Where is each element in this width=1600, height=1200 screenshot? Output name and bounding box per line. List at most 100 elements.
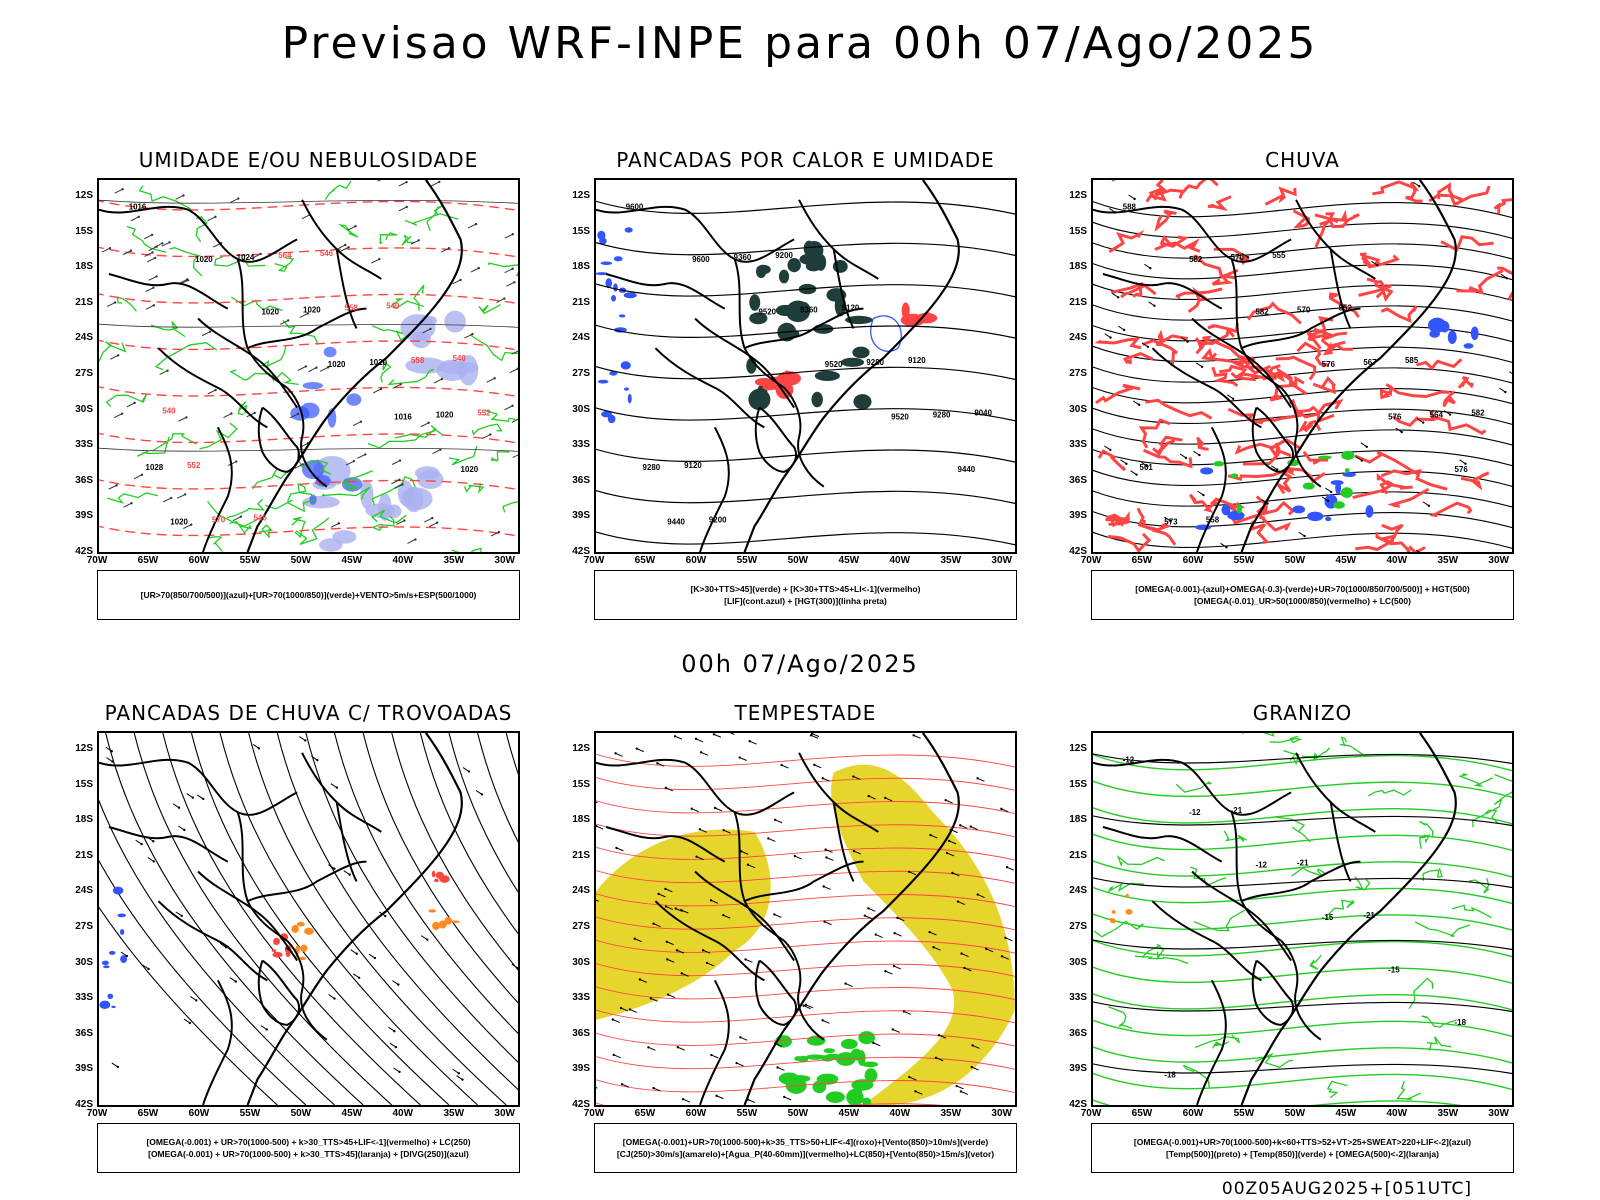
lon-label: 30W: [494, 555, 515, 566]
isoline-label: 564: [278, 251, 292, 260]
isoline-label: -15: [1388, 965, 1400, 974]
legend-box: [OMEGA(-0.001) + UR>70(1000-500) + k>30_…: [97, 1123, 520, 1173]
legend-box: [OMEGA(-0.001)+UR>70(1000-500)+k>35_TTS>…: [594, 1123, 1017, 1173]
isoline-label: 9040: [974, 408, 992, 417]
lon-label: 60W: [1182, 1108, 1204, 1119]
lon-label: 50W: [787, 1108, 809, 1119]
isoline-label: 1016: [394, 412, 412, 421]
isoline-label: 1020: [303, 306, 321, 315]
legend-line: [Temp(500)](preto) + [Temp(850)](verde) …: [1166, 1149, 1439, 1159]
lon-label: 45W: [1335, 1108, 1357, 1119]
run-footer: 00Z05AUG2025+[051UTC]: [1221, 1179, 1472, 1199]
forecast-map: 9600 9600 9520 9520 9520 9440 9440 9360 9360 9280…: [594, 178, 1017, 554]
isoline-label: 570: [212, 515, 226, 524]
lat-label: 33S: [75, 439, 93, 451]
main-title: Previsao WRF-INPE para 00h 07/Ago/2025: [281, 18, 1319, 69]
lat-label: 18S: [1069, 814, 1087, 826]
isoline-label: 9520: [825, 360, 843, 369]
lon-label: 50W: [787, 555, 809, 566]
lon-label: 65W: [1131, 1108, 1153, 1119]
panel-title: CHUVA: [1265, 148, 1340, 172]
legend-line: [CJ(250)>30m/s](amarelo)+[Agua_P(40-60mm…: [616, 1149, 995, 1159]
lat-label: 15S: [1069, 225, 1087, 237]
lat-label: 27S: [75, 921, 93, 932]
lon-label: 40W: [889, 1108, 911, 1119]
isoline-label: 576: [1322, 360, 1336, 369]
lon-label: 70W: [86, 1108, 108, 1119]
lon-label: 40W: [1386, 1108, 1408, 1119]
isoline-label: 1028: [146, 463, 164, 472]
isoline-label: 1024: [237, 253, 255, 262]
lat-label: 24S: [75, 885, 93, 897]
lat-label: 36S: [75, 1027, 93, 1039]
lat-label: 39S: [572, 1063, 590, 1075]
isoline-label: 546: [254, 513, 268, 522]
lat-label: 27S: [572, 921, 590, 932]
isoline-label: 9200: [775, 251, 793, 260]
isoline-label: 540: [386, 302, 400, 311]
isoline-label: 9440: [958, 465, 976, 474]
lon-label: 50W: [290, 1108, 312, 1119]
lat-label: 21S: [572, 849, 590, 861]
lat-label: 15S: [572, 778, 590, 790]
lat-label: 36S: [75, 474, 93, 486]
legend-line: [UR>70(850/700/500)](azul)+[UR>70(1000/8…: [140, 590, 477, 600]
lon-label: 30W: [991, 1108, 1012, 1119]
lat-label: 21S: [1069, 296, 1087, 308]
lon-label: 30W: [494, 1108, 515, 1119]
lat-label: 33S: [572, 992, 590, 1004]
mid-title: 00h 07/Ago/2025: [681, 650, 919, 678]
lon-label: 45W: [341, 1108, 363, 1119]
lat-label: 18S: [75, 814, 93, 826]
isoline-label: -18: [1455, 1018, 1467, 1027]
lat-label: 24S: [572, 885, 590, 897]
lat-label: 36S: [572, 1027, 590, 1039]
lon-label: 35W: [443, 555, 465, 566]
lon-label: 35W: [1437, 1108, 1459, 1119]
lat-label: 33S: [572, 439, 590, 451]
isoline-label: -12: [1189, 808, 1201, 817]
isoline-label: 9280: [643, 463, 661, 472]
lat-label: 42S: [1069, 1099, 1087, 1110]
isoline-label: 561: [1140, 463, 1154, 472]
lat-label: 27S: [572, 368, 590, 379]
lon-label: 55W: [239, 1108, 261, 1119]
lat-label: 30S: [572, 956, 590, 968]
legend-line: [OMEGA(-0.01)_UR>50(1000/850)(vermelho) …: [1194, 596, 1411, 606]
isoline-label: 9520: [758, 308, 776, 317]
lat-label: 24S: [1069, 332, 1087, 344]
forecast-map: 1016 1020 1020 1020 1016 1020 1020 1024 1020 1020…: [97, 178, 520, 554]
isoline-label: 9200: [709, 515, 727, 524]
panel-title: PANCADAS DE CHUVA C/ TROVOADAS: [104, 701, 513, 725]
isoline-label: -21: [1231, 806, 1243, 815]
panel-title: GRANIZO: [1252, 701, 1353, 725]
lon-label: 55W: [736, 555, 758, 566]
lat-label: 39S: [1069, 1063, 1087, 1075]
lat-label: 21S: [1069, 849, 1087, 861]
map-canvas: [596, 733, 1015, 1105]
isoline-label: 9600: [692, 255, 710, 264]
forecast-map: -12 -12 -12 -15 -15 -18 -18 -21 -21 -21: [1091, 731, 1514, 1107]
lat-label: 24S: [75, 332, 93, 344]
lat-label: 42S: [75, 1099, 93, 1110]
isoline-label: 567: [1363, 358, 1377, 367]
map-canvas: 1016 1020 1020 1020 1016 1020 1020 1024 1020 1020…: [99, 180, 518, 552]
isoline-label: -15: [1322, 913, 1334, 922]
lon-label: 45W: [341, 555, 363, 566]
lat-label: 18S: [572, 261, 590, 273]
lon-label: 40W: [889, 555, 911, 566]
isoline-label: 558: [411, 356, 425, 365]
lat-label: 39S: [1069, 510, 1087, 522]
isoline-label: 9120: [842, 304, 860, 313]
lat-label: 15S: [75, 225, 93, 237]
lon-label: 65W: [634, 1108, 656, 1119]
lon-label: 30W: [991, 555, 1012, 566]
lon-label: 60W: [188, 555, 210, 566]
legend-line: [OMEGA(-0.001) + UR>70(1000-500) + k>30_…: [146, 1137, 471, 1147]
legend-line: [OMEGA(-0.001)-(azul)+OMEGA(-0.3)-(verde…: [1135, 584, 1470, 594]
lat-label: 15S: [1069, 778, 1087, 790]
lon-label: 40W: [1386, 555, 1408, 566]
lat-label: 30S: [75, 956, 93, 968]
lon-label: 35W: [940, 555, 962, 566]
lat-label: 12S: [1069, 743, 1087, 754]
